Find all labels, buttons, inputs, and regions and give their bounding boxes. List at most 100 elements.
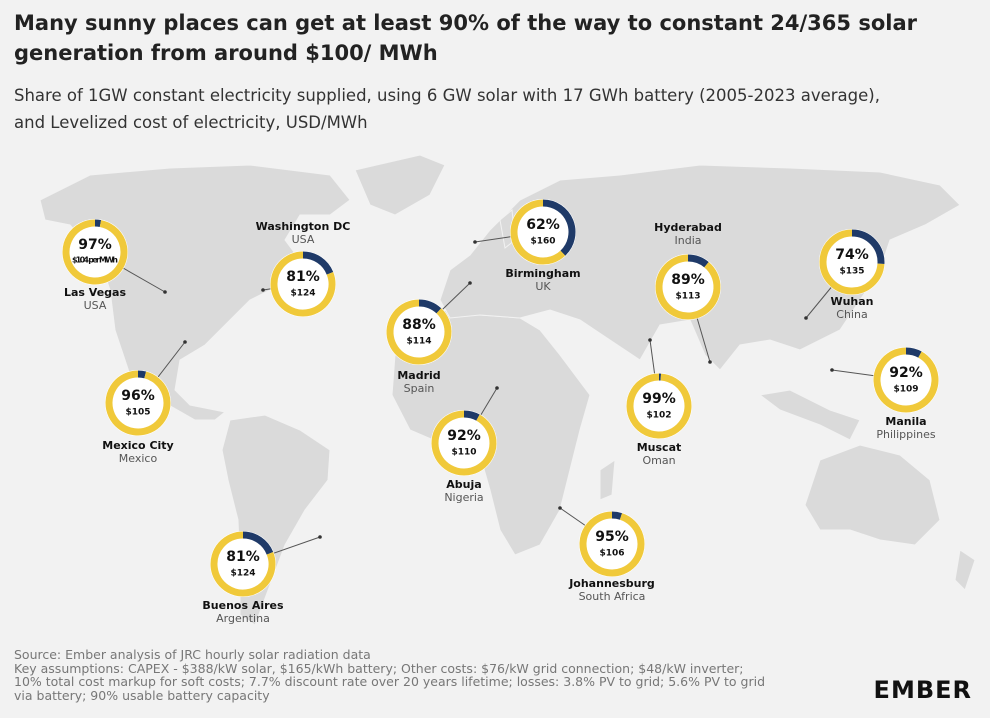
source-line: 10% total cost markup for soft costs; 7.…	[14, 674, 766, 689]
city-name: Las Vegas	[64, 286, 126, 299]
donut-remainder	[463, 410, 480, 421]
share-label: 89%	[671, 272, 705, 288]
cost-label: $104 per MWh	[72, 256, 118, 265]
city-name: Muscat	[637, 441, 682, 454]
donut-share	[819, 229, 885, 295]
donut-hole	[431, 410, 497, 476]
cost-label: $113	[675, 292, 700, 302]
city-name: Birmingham	[505, 267, 580, 280]
share-label: 81%	[286, 269, 320, 285]
share-label: 81%	[226, 549, 260, 565]
city-dot	[804, 316, 808, 320]
cost-label: $106	[599, 549, 624, 559]
share-label: 96%	[121, 388, 155, 404]
city-name: Johannesburg	[568, 577, 655, 590]
donut-hole	[819, 229, 885, 295]
donut-share	[431, 410, 497, 476]
title: Many sunny places can get at least 90% o…	[14, 11, 917, 65]
land	[39, 154, 976, 626]
donut-remainder	[418, 299, 442, 314]
share-label: 92%	[889, 365, 923, 381]
city-dot	[318, 535, 322, 539]
city-dot	[468, 281, 472, 285]
source: Source: Ember analysis of JRC hourly sol…	[14, 648, 834, 702]
city-name: Madrid	[397, 369, 440, 382]
share-label: 95%	[595, 529, 629, 545]
city-name: Hyderabad	[654, 221, 722, 234]
country-name: USA	[292, 233, 315, 246]
donut-hole	[270, 251, 336, 317]
donut-remainder	[687, 254, 709, 268]
country-name: Oman	[642, 454, 675, 467]
city-name: Abuja	[446, 478, 481, 491]
donut-remainder	[302, 251, 334, 275]
source-line: Key assumptions: CAPEX - $388/kW solar, …	[14, 660, 744, 676]
country-name: USA	[84, 299, 107, 312]
city-name: Washington DC	[256, 220, 351, 233]
city-name: Wuhan	[830, 295, 873, 308]
donut-share	[579, 511, 645, 577]
share-label: 99%	[642, 391, 676, 407]
donut-hole	[210, 531, 276, 597]
donut-share	[386, 299, 452, 365]
donut-share	[873, 347, 939, 413]
cost-label: $160	[530, 237, 555, 247]
city-dot	[648, 338, 652, 342]
donut-hole	[626, 373, 692, 439]
donut-hole	[510, 199, 576, 265]
country-name: Spain	[404, 382, 435, 395]
donut-remainder	[905, 347, 922, 358]
share-label: 88%	[402, 317, 436, 333]
donut-share	[510, 199, 566, 265]
donut-remainder	[94, 219, 102, 227]
donut-share	[626, 373, 692, 439]
donut-hole	[873, 347, 939, 413]
donut-share	[270, 251, 336, 317]
country-name: Mexico	[119, 452, 158, 465]
country-name: Argentina	[216, 612, 270, 625]
donut-hole	[386, 299, 452, 365]
city-dot	[163, 290, 167, 294]
share-label: 62%	[526, 217, 560, 233]
donut-share	[210, 531, 276, 597]
share-label: 92%	[447, 428, 481, 444]
country-name: India	[675, 234, 702, 247]
country-name: Nigeria	[444, 491, 483, 504]
donut-remainder	[611, 511, 623, 520]
city-dot	[183, 340, 187, 344]
donut-remainder	[137, 370, 147, 379]
country-name: Philippines	[876, 428, 936, 441]
cost-label: $105	[125, 408, 150, 418]
donut-remainder	[242, 531, 274, 555]
donut-share	[105, 370, 171, 436]
city-dot	[830, 368, 834, 372]
donut-share	[655, 254, 721, 320]
share-label: 74%	[835, 247, 869, 263]
country-name: China	[836, 308, 867, 321]
city-dot	[558, 506, 562, 510]
donut-hole	[579, 511, 645, 577]
country-name: UK	[535, 280, 551, 293]
donut-remainder	[542, 199, 576, 256]
city-name: Manila	[885, 415, 926, 428]
donut-remainder	[851, 229, 885, 265]
donut-hole	[655, 254, 721, 320]
donut-share	[62, 219, 128, 285]
city-dot	[473, 240, 477, 244]
cost-label: $110	[451, 448, 476, 458]
city-name: Mexico City	[102, 439, 173, 452]
share-label: 97%	[78, 237, 112, 253]
